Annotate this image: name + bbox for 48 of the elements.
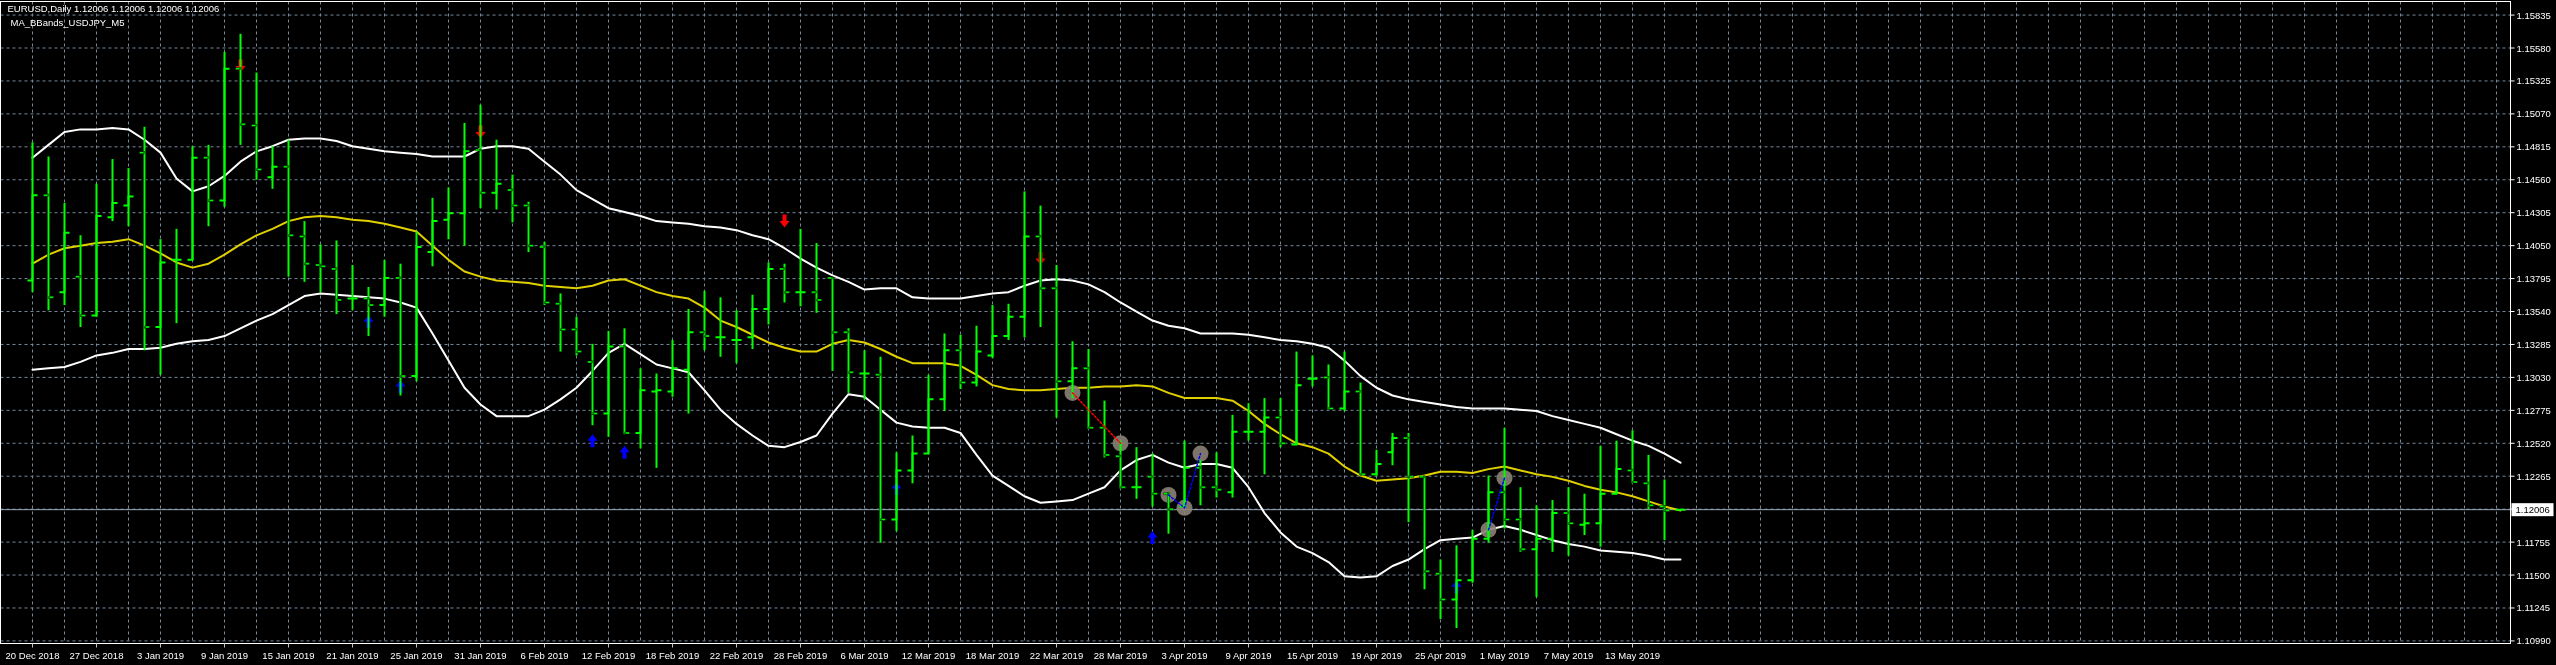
x-tick-label: 27 Dec 2018 [69, 650, 124, 661]
y-tick-label: 1.12265 [2516, 470, 2551, 482]
x-tick-label: 15 Apr 2019 [1286, 650, 1339, 661]
y-tick-label: 1.11245 [2516, 602, 2551, 614]
x-tick-label: 21 Jan 2019 [326, 650, 379, 661]
x-tick-label: 28 Feb 2019 [773, 650, 828, 661]
x-tick-label: 20 Dec 2018 [5, 650, 60, 661]
x-tick-label: 28 Mar 2019 [1093, 650, 1148, 661]
x-tick-label: 15 Jan 2019 [262, 650, 315, 661]
y-tick-label: 1.14305 [2516, 207, 2551, 219]
y-tick-label: 1.12775 [2516, 404, 2551, 416]
x-tick-label: 9 Jan 2019 [200, 650, 249, 661]
x-tick-label: 18 Mar 2019 [965, 650, 1020, 661]
x-tick-label: 22 Feb 2019 [709, 650, 764, 661]
x-tick-label: 6 Feb 2019 [520, 650, 569, 661]
y-tick-label: 1.11755 [2516, 536, 2551, 548]
x-tick-label: 1 May 2019 [1479, 650, 1530, 661]
y-tick-label: 1.15580 [2516, 42, 2551, 54]
x-tick-label: 19 Apr 2019 [1350, 650, 1403, 661]
y-tick-label: 1.15835 [2516, 9, 2551, 21]
x-tick-label: 13 May 2019 [1605, 650, 1660, 661]
y-tick-label: 1.11500 [2516, 569, 2551, 581]
x-tick-label: 25 Apr 2019 [1414, 650, 1467, 661]
x-tick-label: 3 Jan 2019 [136, 650, 185, 661]
y-tick-label: 1.12520 [2516, 437, 2551, 449]
x-tick-label: 12 Feb 2019 [581, 650, 636, 661]
x-tick-label: 22 Mar 2019 [1029, 650, 1084, 661]
chart-title: EURUSD,Daily 1.12006 1.12006 1.12006 1.12006 [7, 2, 220, 14]
text: MA_BBands_USDJPY_M5 [10, 16, 125, 28]
y-tick-label: 1.14815 [2516, 141, 2551, 153]
y-tick-label: 1.15070 [2516, 108, 2551, 120]
y-tick-label: 1.13030 [2516, 371, 2551, 383]
y-tick-label: 1.13540 [2516, 306, 2551, 318]
y-tick-label: 1.15325 [2516, 75, 2551, 87]
x-tick-label: 9 Apr 2019 [1225, 650, 1272, 661]
x-tick-label: 12 Mar 2019 [901, 650, 956, 661]
y-tick-label: 1.14050 [2516, 240, 2551, 252]
y-tick-label: 1.13285 [2516, 338, 2551, 350]
x-tick-label: 18 Feb 2019 [645, 650, 700, 661]
x-tick-label: 6 Mar 2019 [840, 650, 889, 661]
y-tick-label: 1.10990 [2516, 635, 2551, 647]
y-tick-label: 1.13795 [2516, 273, 2551, 285]
y-tick-label: 1.14560 [2516, 174, 2551, 186]
x-tick-label: 31 Jan 2019 [454, 650, 507, 661]
x-tick-label: 7 May 2019 [1543, 650, 1594, 661]
x-tick-label: 25 Jan 2019 [390, 650, 443, 661]
ref-line-label: 1.12006 [2515, 504, 2550, 516]
x-tick-label: 3 Apr 2019 [1161, 650, 1208, 661]
